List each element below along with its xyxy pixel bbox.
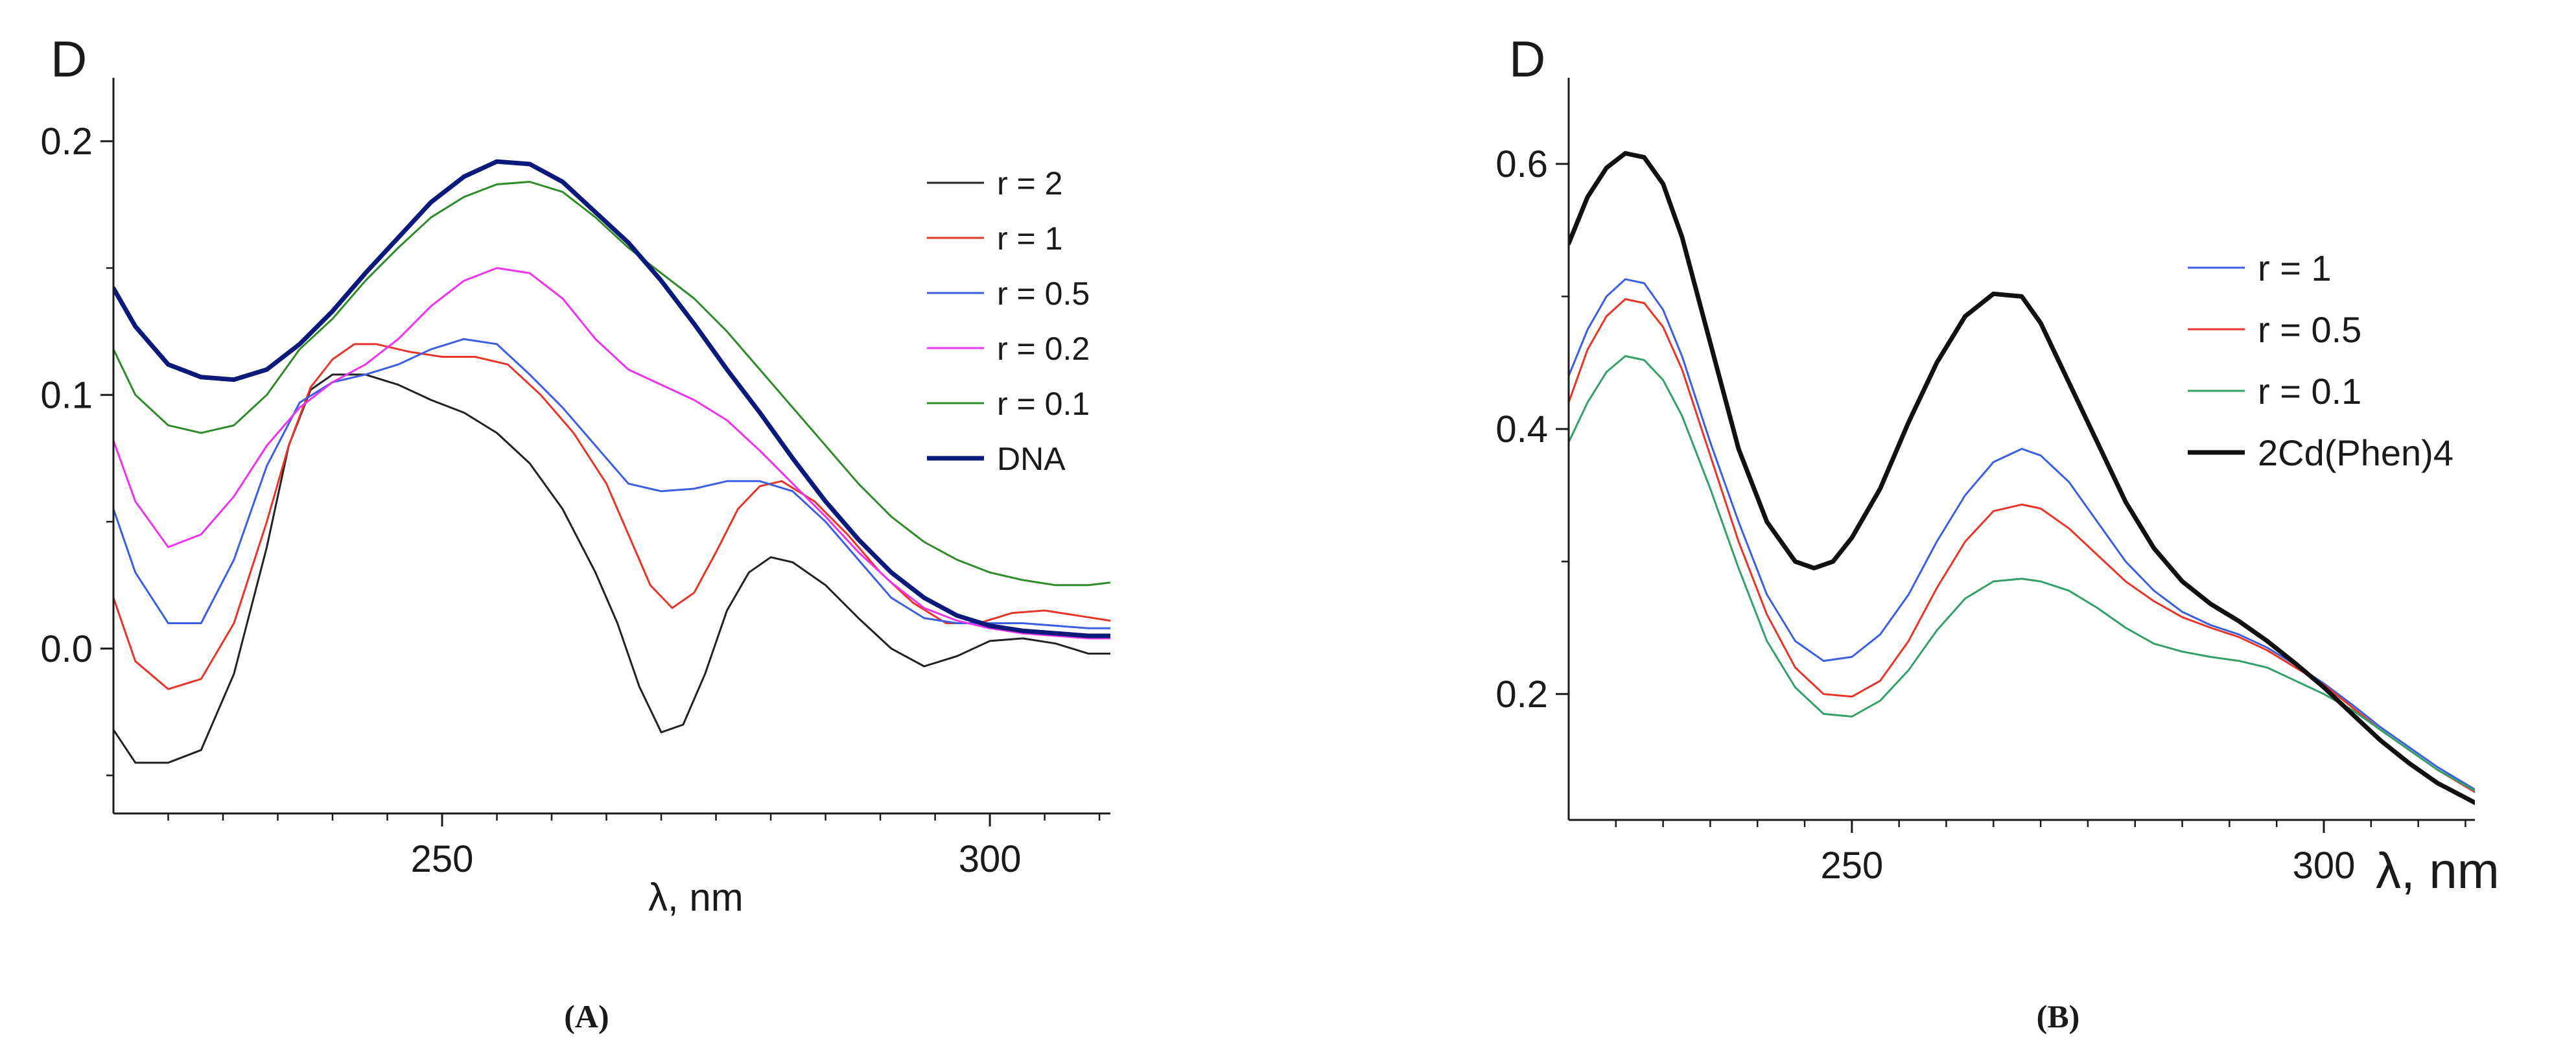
panel-b-legend-label: r = 1 bbox=[2258, 248, 2332, 288]
panel-a-caption: (A) bbox=[564, 998, 609, 1034]
panel-a-x-tick-label: 300 bbox=[959, 838, 1022, 880]
panel-b-series-line-3 bbox=[1569, 355, 2475, 792]
panel-a-series-line-4 bbox=[113, 267, 1110, 640]
panel-a-series-line-6 bbox=[113, 159, 1110, 638]
panel-b-x-axis-label: λ, nm bbox=[2376, 842, 2500, 899]
panel-a-series-line-2 bbox=[113, 343, 1110, 690]
panel-b-y-tick-label: 0.4 bbox=[1495, 408, 1548, 450]
panel-b-y-tick-label: 0.2 bbox=[1495, 673, 1548, 716]
panel-a-legend-label: r = 0.2 bbox=[997, 331, 1090, 367]
panel-a-legend-label: r = 0.5 bbox=[997, 275, 1090, 312]
panel-a-legend-label: r = 0.1 bbox=[997, 386, 1090, 422]
panel-b-y-axis-label: D bbox=[1509, 30, 1545, 88]
panel-a-x-axis-label: λ, nm bbox=[648, 876, 744, 919]
panel-b-caption: (B) bbox=[2037, 998, 2080, 1034]
panel-a-y-tick-label: 0.2 bbox=[40, 121, 93, 163]
panel-a-legend-label: r = 1 bbox=[997, 220, 1062, 257]
panel-a-legend-label: r = 2 bbox=[997, 165, 1062, 202]
panel-a-x-tick-label: 250 bbox=[411, 838, 474, 880]
panel-a-legend: r = 2 r = 1 r = 0.5 r = 0.2 r = 0.1 DNA bbox=[927, 165, 1090, 477]
panel-b-series-line-4 bbox=[1569, 151, 2475, 805]
panel-a-tick-labels: 0.0 0.1 0.2 250 300 bbox=[40, 121, 1021, 880]
panel-b-legend-label: r = 0.5 bbox=[2258, 309, 2361, 350]
panel-b-x-tick-label: 300 bbox=[2293, 845, 2356, 887]
panel-b-x-tick-label: 250 bbox=[1820, 845, 1883, 887]
panel-a-chart: D λ, nm 0.0 0.1 0.2 250 300 r = 2 r = 1 r = 0.… bbox=[40, 30, 1110, 919]
panel-b-series bbox=[1569, 151, 2475, 805]
panel-b-y-tick-label: 0.6 bbox=[1495, 143, 1548, 185]
panel-b-axes bbox=[1556, 78, 2475, 833]
panel-b-legend: r = 1 r = 0.5 r = 0.1 2Cd(Phen)4 bbox=[2188, 248, 2453, 473]
panel-b-tick-labels: 0.2 0.4 0.6 250 300 bbox=[1495, 143, 2355, 887]
panel-a-y-tick-label: 0.0 bbox=[40, 628, 93, 670]
panel-a-axes bbox=[100, 78, 1110, 826]
panel-b-legend-label: 2Cd(Phen)4 bbox=[2258, 432, 2453, 473]
panel-a-y-tick-label: 0.1 bbox=[40, 375, 93, 417]
panel-a-legend-label: DNA bbox=[997, 441, 1066, 477]
panel-a-series bbox=[113, 159, 1110, 764]
panel-b-legend-label: r = 0.1 bbox=[2258, 371, 2361, 412]
panel-a-series-line-3 bbox=[113, 338, 1110, 629]
panel-a-series-line-5 bbox=[113, 181, 1110, 587]
panel-a-y-axis-label: D bbox=[51, 30, 87, 88]
panel-a-series-line-1 bbox=[113, 373, 1110, 764]
